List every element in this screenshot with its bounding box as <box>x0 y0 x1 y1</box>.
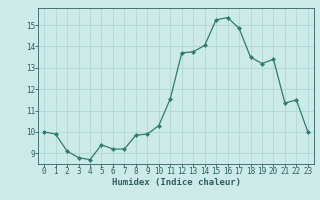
X-axis label: Humidex (Indice chaleur): Humidex (Indice chaleur) <box>111 178 241 187</box>
